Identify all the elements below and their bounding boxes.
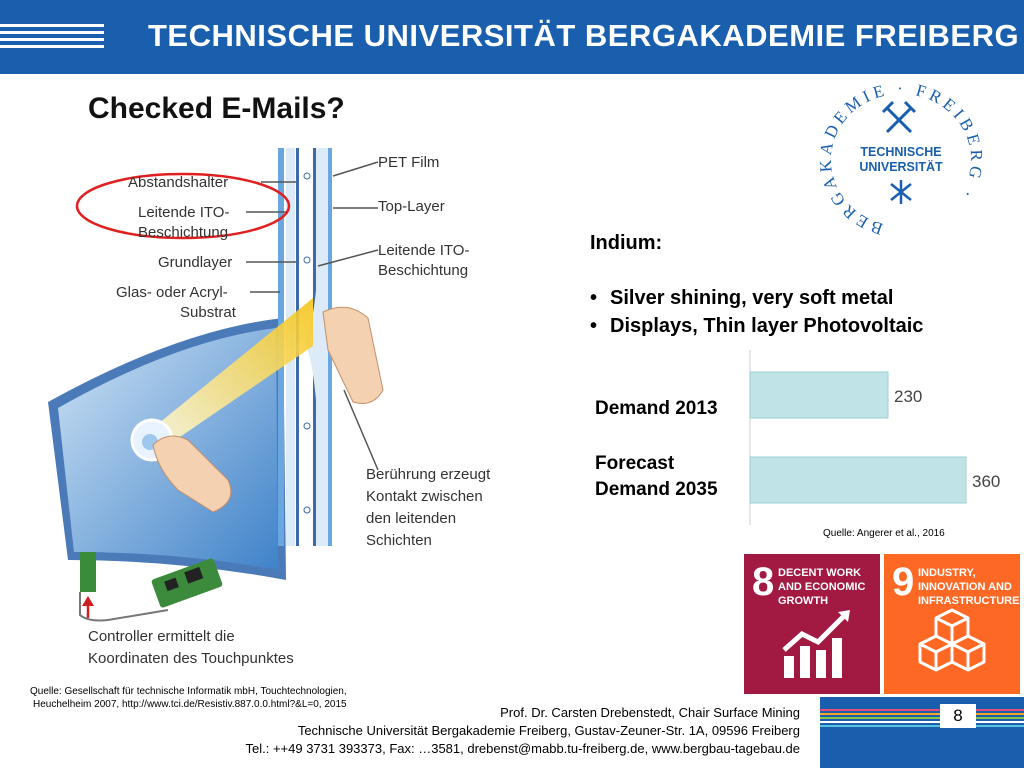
indium-heading: Indium:	[590, 232, 663, 254]
label-leitende-ito-left-1: Leitende ITO-	[138, 204, 230, 221]
seal-center-line2: UNIVERSITÄT	[859, 159, 943, 174]
page-number: 8	[940, 704, 976, 728]
indium-demand-bars: 230 360	[749, 350, 1000, 525]
footer-stripe	[820, 725, 1024, 727]
label-beruehrung-2: Kontakt zwischen	[366, 488, 483, 505]
footer-stripe	[820, 717, 1024, 719]
footer-stripes-decoration	[820, 709, 1024, 729]
chart-category-line: Demand 2035	[595, 479, 718, 500]
footer-author: Prof. Dr. Carsten Drebenstedt, Chair Sur…	[500, 705, 800, 720]
touchscreen-illustration	[48, 148, 384, 622]
chart-value-label: 230	[894, 387, 922, 406]
indium-bullet: Silver shining, very soft metal	[590, 284, 923, 312]
sdg-number: 8	[752, 560, 775, 604]
chart-category-label-demand-2013: Demand 2013	[595, 396, 718, 422]
label-grundlayer: Grundlayer	[158, 254, 233, 271]
footer-brand-bar	[820, 697, 1024, 768]
university-seal-logo: BERGAKADEMIE · FREIBERG · TECHNISCHE UNI…	[816, 80, 983, 239]
seal-center-line1: TECHNISCHE	[860, 145, 941, 159]
label-controller-1: Controller ermittelt die	[88, 628, 235, 645]
chart-source: Quelle: Angerer et al., 2016	[823, 528, 945, 539]
chart-bar	[749, 371, 889, 419]
label-beruehrung-4: Schichten	[366, 532, 432, 549]
touchscreen-diagram: Abstandshalter Leitende ITO- Beschichtun…	[28, 140, 548, 680]
chart-category-label-forecast-2035: Forecast Demand 2035	[595, 451, 718, 503]
sdg-tile-8: 8 DECENT WORK AND ECONOMIC GROWTH	[744, 554, 880, 694]
label-glas-2: Substrat	[180, 304, 236, 321]
label-top-layer: Top-Layer	[378, 198, 445, 215]
footer-contact: Tel.: ++49 3731 393373, Fax: …3581, dreb…	[245, 741, 800, 756]
indium-bullet: Displays, Thin layer Photovoltaic	[590, 312, 923, 340]
sdg-title: DECENT WORK AND ECONOMIC GROWTH	[778, 567, 866, 607]
label-beruehrung-3: den leitenden	[366, 510, 457, 527]
chart-category-line: Forecast	[595, 453, 675, 474]
slide-title: Checked E-Mails?	[88, 92, 345, 125]
sdg-title: INDUSTRY, INNOVATION AND INFRASTRUCTURE	[918, 567, 1020, 607]
diagram-source-line1: Quelle: Gesellschaft für technische Info…	[30, 686, 347, 697]
sdg-tile-9: 9 INDUSTRY, INNOVATION AND INFRASTRUCTUR…	[884, 554, 1020, 694]
growth-chart-icon	[782, 610, 850, 678]
university-title: TECHNISCHE UNIVERSITÄT BERGAKADEMIE FREI…	[148, 18, 1020, 53]
label-pet-film: PET Film	[378, 154, 440, 171]
label-leitende-ito-right-2: Beschichtung	[378, 262, 469, 279]
header-lines-decoration	[0, 24, 104, 50]
hammer-and-pick-icon	[881, 100, 917, 134]
footer-stripe	[820, 709, 1024, 711]
cubes-icon	[918, 608, 986, 672]
label-beruehrung-1: Berührung erzeugt	[366, 466, 491, 483]
diagram-source-line2: Heuchelheim 2007, http://www.tci.de/Resi…	[33, 699, 347, 710]
chart-category-line: Demand 2013	[595, 398, 718, 419]
label-glas-1: Glas- oder Acryl-	[116, 284, 228, 301]
label-leitende-ito-right-1: Leitende ITO-	[378, 242, 470, 259]
footer-address: Technische Universität Bergakademie Frei…	[297, 723, 800, 738]
footer-stripe	[820, 721, 1024, 723]
chart-bar	[749, 456, 967, 504]
sdg-number: 9	[892, 560, 915, 604]
label-controller-2: Koordinaten des Touchpunktes	[88, 650, 294, 667]
chart-value-label: 360	[972, 472, 1000, 491]
label-leitende-ito-left-2: Beschichtung	[138, 224, 229, 241]
university-header: TECHNISCHE UNIVERSITÄT BERGAKADEMIE FREI…	[0, 0, 1024, 74]
indium-bullet-list: Silver shining, very soft metal Displays…	[590, 284, 923, 340]
label-abstandshalter: Abstandshalter	[128, 174, 229, 191]
mining-symbol-icon	[890, 180, 912, 204]
footer-stripe	[820, 713, 1024, 715]
indium-demand-chart: 230 360 Demand 2013 Forecast Demand 2035	[590, 350, 1010, 525]
